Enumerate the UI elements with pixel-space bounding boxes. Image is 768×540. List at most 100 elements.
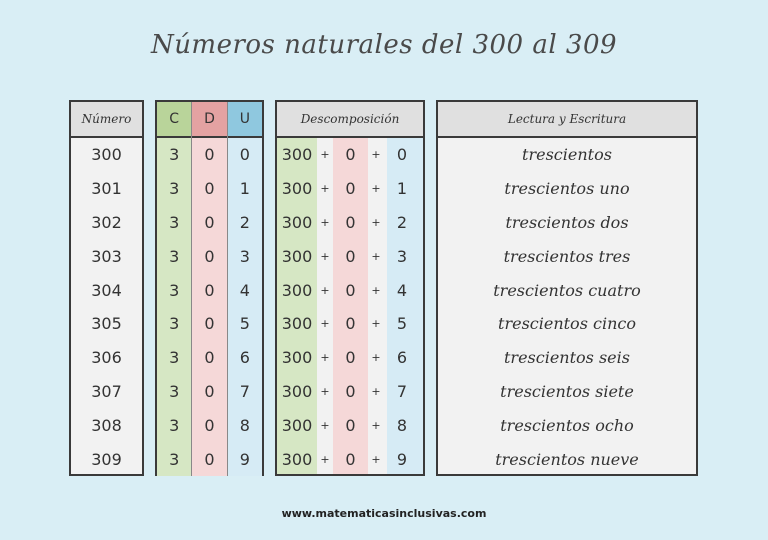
decenas-header: D xyxy=(192,102,227,138)
dec-unidades-value: 9 xyxy=(396,449,408,469)
dec-centenas-band xyxy=(277,138,317,474)
unidades-cell: 9 xyxy=(239,449,250,469)
numero-cell: 308 xyxy=(91,415,122,435)
dec-unidades-band xyxy=(387,138,423,474)
unidades-cell: 1 xyxy=(239,179,250,199)
numero-cell: 307 xyxy=(91,381,122,401)
lectura-row: trescientos cinco xyxy=(438,307,696,341)
lectura-row: trescientos siete xyxy=(438,375,696,409)
dec-decenas-value: 0 xyxy=(345,449,356,469)
centenas-header: C xyxy=(157,102,192,138)
lectura-rows: trescientos trescientos uno trescientos do… xyxy=(438,138,696,476)
unidades-header: U xyxy=(227,102,262,138)
lectura-row: trescientos xyxy=(438,138,696,172)
centenas-column: C 3 3 3 3 3 3 3 3 3 3 xyxy=(157,102,192,476)
descomposicion-row: 300 +0 +1 xyxy=(277,172,423,206)
centenas-cell: 3 xyxy=(169,280,180,300)
dec-unidades-value: 1 xyxy=(396,179,408,199)
decenas-cell: 0 xyxy=(204,314,215,334)
dec-centenas-value: 300 xyxy=(281,280,313,300)
plus-sign: + xyxy=(371,384,381,398)
lectura-header: Lectura y Escritura xyxy=(438,102,696,138)
unidades-rows: 0 1 2 3 4 5 6 7 8 9 xyxy=(228,138,262,476)
dec-unidades-value: 2 xyxy=(396,212,408,232)
decenas-cell: 0 xyxy=(204,415,215,435)
lectura-cell: trescientos uno xyxy=(504,179,630,199)
numero-row: 305 xyxy=(71,307,142,341)
lectura-cell: trescientos tres xyxy=(503,246,631,266)
dec-unidades-value: 4 xyxy=(396,280,408,300)
lectura-row: trescientos nueve xyxy=(438,442,696,476)
centenas-cell: 3 xyxy=(169,415,180,435)
plus-sign: + xyxy=(371,452,381,466)
lectura-cell: trescientos nueve xyxy=(495,449,639,469)
numero-cell: 302 xyxy=(91,212,122,232)
descomposicion-row: 300 +0 +6 xyxy=(277,341,423,375)
dec-unidades-value: 8 xyxy=(396,415,408,435)
lectura-row: trescientos seis xyxy=(438,341,696,375)
descomposicion-row: 300 +0 +7 xyxy=(277,375,423,409)
plus-sign: + xyxy=(320,351,330,365)
dec-decenas-value: 0 xyxy=(345,179,356,199)
unidades-cell: 6 xyxy=(239,348,250,368)
cdu-panel: C 3 3 3 3 3 3 3 3 3 3 D 0 0 0 0 0 0 0 0 0 0 U 0 1 2 3 4 5 6 7 8 9 xyxy=(155,100,264,476)
centenas-cell: 3 xyxy=(169,179,180,199)
dec-decenas-band xyxy=(333,138,368,474)
dec-unidades-value: 5 xyxy=(396,314,408,334)
page-title: Números naturales del 300 al 309 xyxy=(150,30,618,60)
lectura-cell: trescientos seis xyxy=(504,348,630,368)
plus-sign: + xyxy=(371,215,381,229)
dec-decenas-value: 0 xyxy=(345,415,356,435)
lectura-row: trescientos cuatro xyxy=(438,273,696,307)
plus-sign: + xyxy=(371,317,381,331)
numero-row: 300 xyxy=(71,138,142,172)
dec-decenas-value: 0 xyxy=(345,348,356,368)
lectura-row: trescientos tres xyxy=(438,239,696,273)
plus-sign: + xyxy=(371,351,381,365)
descomposicion-panel: Descomposición 300 +0 +0 300 +0 +1 300 +0 +2 300 +… xyxy=(275,100,425,476)
unidades-column: U 0 1 2 3 4 5 6 7 8 9 xyxy=(227,102,262,476)
plus-sign: + xyxy=(371,249,381,263)
decenas-cell: 0 xyxy=(204,348,215,368)
numero-row: 303 xyxy=(71,239,142,273)
numero-cell: 301 xyxy=(91,179,122,199)
centenas-cell: 3 xyxy=(169,212,180,232)
descomposicion-row: 300 +0 +2 xyxy=(277,206,423,240)
decenas-cell: 0 xyxy=(204,179,215,199)
unidades-cell: 5 xyxy=(239,314,250,334)
numero-row: 306 xyxy=(71,341,142,375)
numero-rows: 300 301 302 303 304 305 306 307 308 309 xyxy=(71,138,142,476)
plus-sign: + xyxy=(320,215,330,229)
centenas-rows: 3 3 3 3 3 3 3 3 3 3 xyxy=(157,138,191,476)
numero-cell: 305 xyxy=(91,314,122,334)
dec-decenas-value: 0 xyxy=(345,212,356,232)
numero-cell: 300 xyxy=(91,145,122,165)
unidades-cell: 7 xyxy=(239,381,250,401)
plus-sign: + xyxy=(320,182,330,196)
plus-sign: + xyxy=(320,384,330,398)
dec-centenas-value: 300 xyxy=(281,381,313,401)
dec-centenas-value: 300 xyxy=(281,246,313,266)
website-footer[interactable]: www.matematicasinclusivas.com xyxy=(281,507,487,520)
centenas-cell: 3 xyxy=(169,348,180,368)
decenas-cell: 0 xyxy=(204,212,215,232)
unidades-cell: 2 xyxy=(239,212,250,232)
unidades-cell: 4 xyxy=(239,280,250,300)
lectura-panel: Lectura y Escritura trescientos trescient… xyxy=(436,100,698,476)
dec-decenas-value: 0 xyxy=(345,246,356,266)
descomposicion-header: Descomposición xyxy=(277,102,423,138)
descomposicion-row: 300 +0 +3 xyxy=(277,239,423,273)
lectura-cell: trescientos cinco xyxy=(498,314,636,334)
centenas-cell: 3 xyxy=(169,145,180,165)
numero-row: 301 xyxy=(71,172,142,206)
dec-decenas-value: 0 xyxy=(345,381,356,401)
dec-decenas-value: 0 xyxy=(345,280,356,300)
plus-sign: + xyxy=(371,148,381,162)
numero-panel: Número 300 301 302 303 304 305 306 307 308 309 xyxy=(69,100,144,476)
plus-sign: + xyxy=(371,182,381,196)
decenas-cell: 0 xyxy=(204,246,215,266)
plus-sign: + xyxy=(320,283,330,297)
dec-centenas-value: 300 xyxy=(281,348,313,368)
plus-sign: + xyxy=(371,283,381,297)
dec-centenas-value: 300 xyxy=(281,415,313,435)
